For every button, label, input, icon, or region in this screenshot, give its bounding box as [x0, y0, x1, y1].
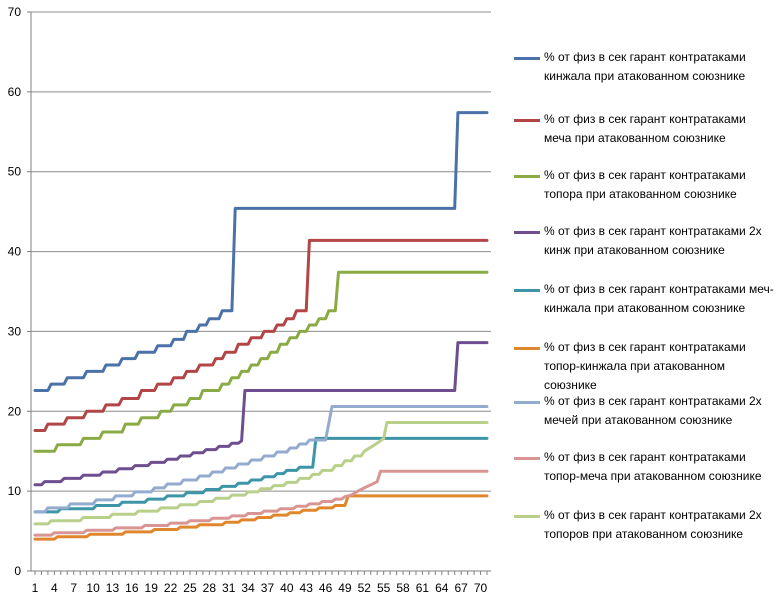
legend-swatch	[514, 347, 540, 350]
x-tick-label: 25	[183, 581, 197, 595]
legend-label: % от физ в сек гарант контратаками кинжа…	[544, 50, 746, 83]
y-tick-label: 0	[14, 564, 21, 578]
legend-label: % от физ в сек гарант контратаками 2х то…	[544, 508, 762, 541]
legend-swatch	[514, 457, 540, 460]
x-tick-label: 31	[222, 581, 236, 595]
series-line-1	[33, 111, 489, 392]
series-line-3	[33, 270, 489, 453]
legend-label: % от физ в сек гарант контратаками 2х ки…	[544, 224, 762, 257]
legend-item: % от физ в сек гарант контратаками 2х ме…	[514, 392, 776, 430]
series-line-4	[33, 341, 489, 487]
series-line-2	[33, 238, 489, 432]
y-tick-label: 40	[8, 245, 22, 259]
legend-item: % от физ в сек гарант контратаками 2х ки…	[514, 222, 776, 260]
y-tick-label: 60	[8, 85, 22, 99]
legend-swatch	[514, 289, 540, 292]
x-tick-label: 16	[125, 581, 139, 595]
x-tick-label: 58	[396, 581, 410, 595]
legend-swatch	[514, 515, 540, 518]
legend-label: % от физ в сек гарант контратаками меча …	[544, 112, 746, 145]
legend-swatch	[514, 57, 540, 60]
series-line-5	[33, 436, 489, 514]
y-tick-label: 70	[8, 5, 22, 19]
series-line-6	[33, 494, 489, 541]
x-tick-label: 13	[106, 581, 120, 595]
x-tick-label: 1	[32, 581, 39, 595]
y-tick-label: 20	[8, 404, 22, 418]
x-tick-label: 10	[86, 581, 100, 595]
x-tick-label: 46	[319, 581, 333, 595]
legend-label: % от физ в сек гарант контратаками меч-к…	[544, 282, 774, 315]
legend-label: % от физ в сек гарант контратаками 2х ме…	[544, 394, 762, 427]
legend-item: % от физ в сек гарант контратаками меч-к…	[514, 280, 776, 318]
legend-swatch	[514, 175, 540, 178]
y-tick-label: 50	[8, 165, 22, 179]
x-tick-label: 34	[241, 581, 255, 595]
legend-item: % от физ в сек гарант контратаками топор…	[514, 448, 776, 486]
series-line-9	[33, 421, 489, 526]
legend-swatch	[514, 401, 540, 404]
x-tick-label: 55	[377, 581, 391, 595]
x-tick-label: 67	[454, 581, 468, 595]
legend-item: % от физ в сек гарант контратаками кинжа…	[514, 48, 776, 86]
legend-item: % от физ в сек гарант контратаками топор…	[514, 338, 776, 395]
legend-label: % от физ в сек гарант контратаками топор…	[544, 168, 746, 201]
legend-swatch	[514, 231, 540, 234]
series-lines	[33, 111, 489, 541]
legend-item: % от физ в сек гарант контратаками топор…	[514, 166, 776, 204]
x-tick-label: 52	[358, 581, 372, 595]
axes	[30, 12, 491, 572]
x-tick-label: 4	[51, 581, 58, 595]
legend-swatch	[514, 119, 540, 122]
x-tick-label: 64	[435, 581, 449, 595]
x-tick-label: 40	[280, 581, 294, 595]
x-tick-label: 7	[70, 581, 77, 595]
x-tick-label: 37	[261, 581, 275, 595]
x-tick-label: 19	[145, 581, 159, 595]
y-tick-label: 30	[8, 324, 22, 338]
x-tick-label: 22	[164, 581, 178, 595]
legend-item: % от физ в сек гарант контратаками меча …	[514, 110, 776, 148]
x-tick-labels: 1 4 7 10 13 16 19 22 25 28 31 34 37 40 43 46 49 52 55 58 61 6…	[32, 571, 488, 595]
series-line-8	[33, 469, 489, 537]
x-tick-label: 61	[416, 581, 430, 595]
series-line-7	[33, 405, 489, 514]
legend-label: % от физ в сек гарант контратаками топор…	[544, 340, 746, 392]
y-tick-label: 10	[8, 484, 22, 498]
legend-label: % от физ в сек гарант контратаками топор…	[544, 450, 762, 483]
x-tick-label: 28	[203, 581, 217, 595]
x-tick-label: 43	[300, 581, 314, 595]
x-tick-label: 70	[474, 581, 488, 595]
y-tick-labels: 0 10 20 30 40 50 60 70	[8, 5, 31, 578]
legend-item: % от физ в сек гарант контратаками 2х то…	[514, 506, 776, 544]
gridlines	[31, 11, 491, 492]
x-tick-label: 49	[338, 581, 352, 595]
